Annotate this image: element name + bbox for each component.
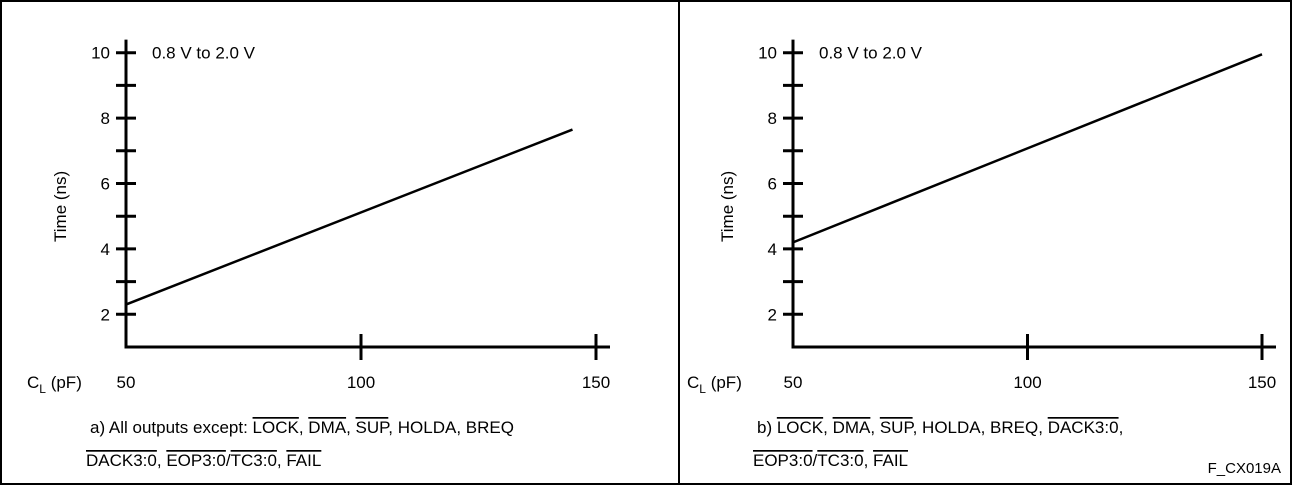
caption-line2: DACK3:0, EOP3:0/TC3:0, FAIL: [86, 451, 321, 470]
voltage-annotation: 0.8 V to 2.0 V: [152, 44, 256, 63]
caption-text: ,: [870, 418, 879, 437]
caption-signal: FAIL: [286, 451, 321, 470]
caption-signal: DACK3:0: [1048, 418, 1119, 437]
series-line: [792, 53, 1263, 244]
y-axis-label: Time (ns): [718, 171, 737, 242]
caption-text: ,: [823, 418, 832, 437]
x-axis-label-sub: L: [39, 382, 46, 396]
y-tick-label: 2: [768, 305, 777, 324]
y-axis-label: Time (ns): [51, 171, 70, 242]
y-tick-label: 4: [768, 240, 777, 259]
x-tick-label: 50: [117, 373, 136, 392]
caption-text: /: [813, 451, 818, 470]
y-tick-label: 4: [101, 240, 110, 259]
x-tick-label: 50: [784, 373, 803, 392]
caption-text: b): [757, 418, 777, 437]
y-tick-label: 8: [768, 109, 777, 128]
figure-id: F_CX019A: [1208, 460, 1281, 477]
caption-line1: b) LOCK, DMA, SUP, HOLDA, BREQ, DACK3:0,: [757, 418, 1123, 437]
caption-text: a) All outputs except:: [90, 418, 253, 437]
x-axis-label-main: C: [27, 373, 39, 392]
caption-text: ,: [157, 451, 166, 470]
y-tick-label: 6: [768, 175, 777, 194]
y-tick-label: 2: [101, 305, 110, 324]
chart-panel-b: 2 4 6 8 10 50 100 150 CL (pF) Time (ns) 0.8 V to 2…: [687, 39, 1276, 470]
caption-signal: DACK3:0: [86, 451, 157, 470]
caption-text: , HOLDA, BREQ,: [913, 418, 1048, 437]
caption-signal: SUP: [880, 418, 915, 437]
x-axis-label-main: C: [687, 373, 699, 392]
y-tick-label: 10: [758, 44, 777, 63]
x-tick-label: 150: [1248, 373, 1276, 392]
x-axis-label-sub: L: [699, 382, 706, 396]
x-axis-label-unit: (pF): [706, 373, 742, 392]
x-axis-label: CL (pF): [27, 373, 82, 396]
y-tick-label: 10: [91, 44, 110, 63]
x-tick-label: 100: [1013, 373, 1041, 392]
series-line: [125, 128, 573, 306]
y-tick-label: 6: [101, 175, 110, 194]
caption-text: ,: [864, 451, 873, 470]
caption-signal: SUP: [356, 418, 391, 437]
caption-text: , HOLDA, BREQ: [388, 418, 514, 437]
caption-text: ,: [346, 418, 355, 437]
y-tick-label: 8: [101, 109, 110, 128]
caption-signal: DMA: [308, 418, 346, 437]
chart-panel-a: 2 4 6 8 10 50 100 150 CL (pF) Time (ns) 0.8 V to 2…: [27, 39, 610, 470]
caption-text: ,: [299, 418, 308, 437]
x-tick-label: 100: [347, 373, 375, 392]
caption-text: /: [226, 451, 231, 470]
caption-signal: LOCK: [253, 418, 300, 437]
caption-signal: EOP3:0: [753, 451, 813, 470]
caption-signal: TC3:0: [817, 451, 863, 470]
caption-text: ,: [1119, 418, 1124, 437]
x-axis-label: CL (pF): [687, 373, 742, 396]
caption-signal: LOCK: [777, 418, 824, 437]
caption-signal: TC3:0: [231, 451, 277, 470]
caption-text: ,: [277, 451, 286, 470]
x-tick-label: 150: [582, 373, 610, 392]
caption-signal: EOP3:0: [166, 451, 226, 470]
caption-line2: EOP3:0/TC3:0, FAIL: [753, 451, 908, 470]
caption-signal: FAIL: [873, 451, 908, 470]
caption-line1: a) All outputs except: LOCK, DMA, SUP, H…: [90, 418, 514, 437]
caption-signal: DMA: [833, 418, 871, 437]
x-axis-label-unit: (pF): [46, 373, 82, 392]
voltage-annotation: 0.8 V to 2.0 V: [819, 44, 923, 63]
